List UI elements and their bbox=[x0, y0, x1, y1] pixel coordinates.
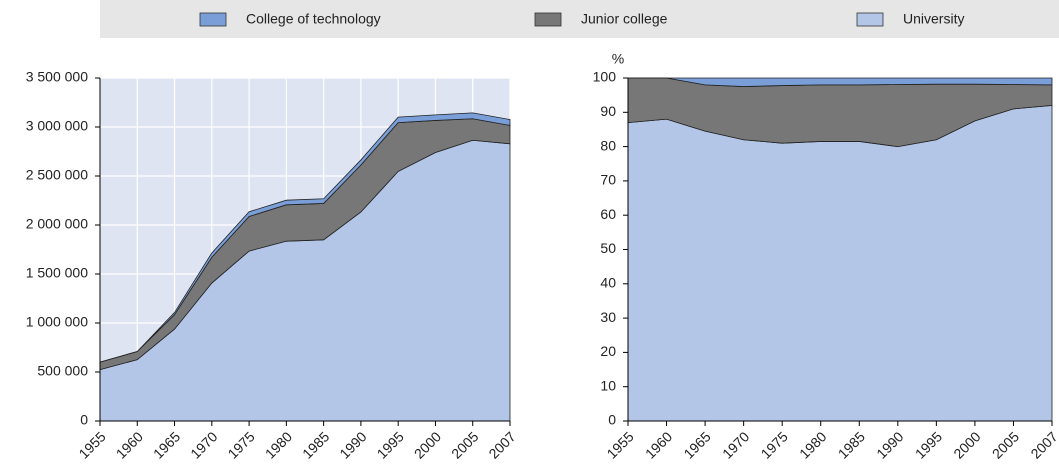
x-tick-label: 1990 bbox=[873, 428, 906, 461]
y-tick-label: 2 500 000 bbox=[26, 167, 88, 183]
y-tick-label: 90 bbox=[600, 103, 616, 119]
x-tick-label: 1985 bbox=[835, 428, 868, 461]
y-tick-label: 1 500 000 bbox=[26, 265, 88, 281]
x-tick-label: 2005 bbox=[989, 428, 1022, 461]
area bbox=[627, 105, 1053, 422]
x-tick-label: 2005 bbox=[448, 428, 481, 461]
x-tick-label: 1965 bbox=[150, 428, 183, 461]
x-tick-label: 1995 bbox=[374, 428, 407, 461]
x-tick-label: 1960 bbox=[642, 428, 675, 461]
x-tick-label: 1980 bbox=[262, 428, 295, 461]
legend-swatch bbox=[856, 12, 884, 27]
legend-band bbox=[100, 0, 1059, 38]
x-tick-label: 2000 bbox=[950, 428, 983, 461]
y-tick-label: 50 bbox=[600, 240, 616, 256]
x-tick-label: 1955 bbox=[75, 428, 108, 461]
x-tick-label: 1980 bbox=[796, 428, 829, 461]
y-tick-label: 500 000 bbox=[37, 363, 88, 379]
x-tick-label: 1970 bbox=[719, 428, 752, 461]
y-tick-label: 0 bbox=[80, 412, 88, 428]
legend-label: College of technology bbox=[246, 11, 381, 27]
legend-swatch bbox=[534, 12, 562, 27]
y-tick-label: 100 bbox=[593, 69, 617, 85]
area bbox=[628, 77, 1053, 87]
x-tick-label: 1965 bbox=[680, 428, 713, 461]
y-tick-label: 2 000 000 bbox=[26, 216, 88, 232]
x-tick-label: 1995 bbox=[912, 428, 945, 461]
y-tick-label: 3 500 000 bbox=[26, 69, 88, 85]
legend-label: Junior college bbox=[581, 11, 668, 27]
x-tick-label: 1985 bbox=[299, 428, 332, 461]
y-tick-label: 10 bbox=[600, 377, 616, 393]
y-tick-label: 70 bbox=[600, 172, 616, 188]
x-tick-label: 2000 bbox=[411, 428, 444, 461]
y-tick-label: 3 000 000 bbox=[26, 118, 88, 134]
legend-swatch bbox=[199, 12, 227, 27]
y-tick-label: 40 bbox=[600, 275, 616, 291]
y-tick-label: 30 bbox=[600, 309, 616, 325]
x-tick-label: 1990 bbox=[336, 428, 369, 461]
x-tick-label: 1955 bbox=[603, 428, 636, 461]
legend-label: University bbox=[903, 11, 964, 27]
y-tick-label: 20 bbox=[600, 343, 616, 359]
x-tick-label: 1975 bbox=[758, 428, 791, 461]
y-tick-label: 1 000 000 bbox=[26, 314, 88, 330]
y-tick-label: 60 bbox=[600, 206, 616, 222]
x-tick-label: 2007 bbox=[1027, 428, 1059, 461]
y-axis-label: % bbox=[612, 51, 624, 67]
x-tick-label: 2007 bbox=[485, 428, 518, 461]
y-tick-label: 80 bbox=[600, 137, 616, 153]
x-tick-label: 1960 bbox=[113, 428, 146, 461]
x-tick-label: 1975 bbox=[224, 428, 257, 461]
area bbox=[99, 112, 511, 363]
y-tick-label: 0 bbox=[608, 412, 616, 428]
x-tick-label: 1970 bbox=[187, 428, 220, 461]
